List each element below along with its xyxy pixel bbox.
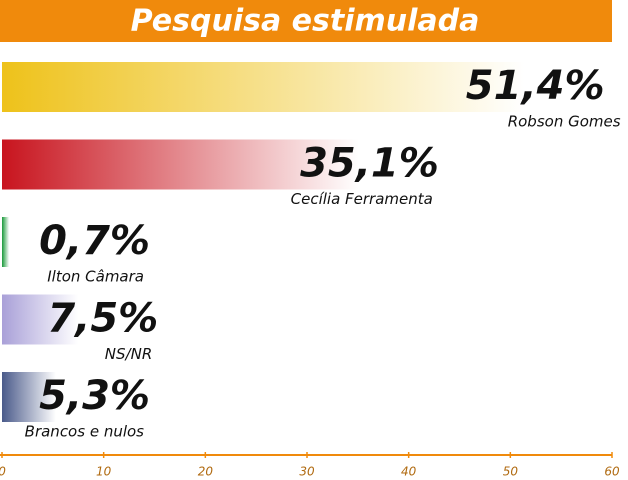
x-tick-label: 60 [604, 465, 620, 479]
x-tick-label: 40 [401, 465, 417, 479]
data-label: 35,1% [300, 141, 439, 187]
category-label: Ilton Câmara [47, 268, 144, 286]
x-tick-label: 0 [0, 465, 6, 479]
data-label: 0,7% [39, 218, 150, 264]
category-label: NS/NR [105, 345, 152, 363]
bar [2, 217, 10, 267]
title-bar [0, 0, 612, 42]
bar [2, 62, 525, 112]
data-label: 5,3% [39, 373, 150, 419]
bar [2, 139, 359, 190]
category-label: Brancos e nulos [25, 423, 145, 441]
x-tick-label: 20 [198, 465, 214, 479]
data-label: 7,5% [47, 296, 158, 342]
category-label: Robson Gomes [508, 113, 621, 131]
category-label: Cecília Ferramenta [291, 190, 433, 208]
x-tick-label: 10 [96, 465, 112, 479]
x-tick-label: 50 [503, 465, 519, 479]
bar [2, 372, 56, 422]
x-tick-label: 30 [299, 465, 315, 479]
data-label: 51,4% [466, 63, 605, 109]
bar [2, 294, 79, 345]
chart-title: Pesquisa estimulada [131, 4, 480, 39]
